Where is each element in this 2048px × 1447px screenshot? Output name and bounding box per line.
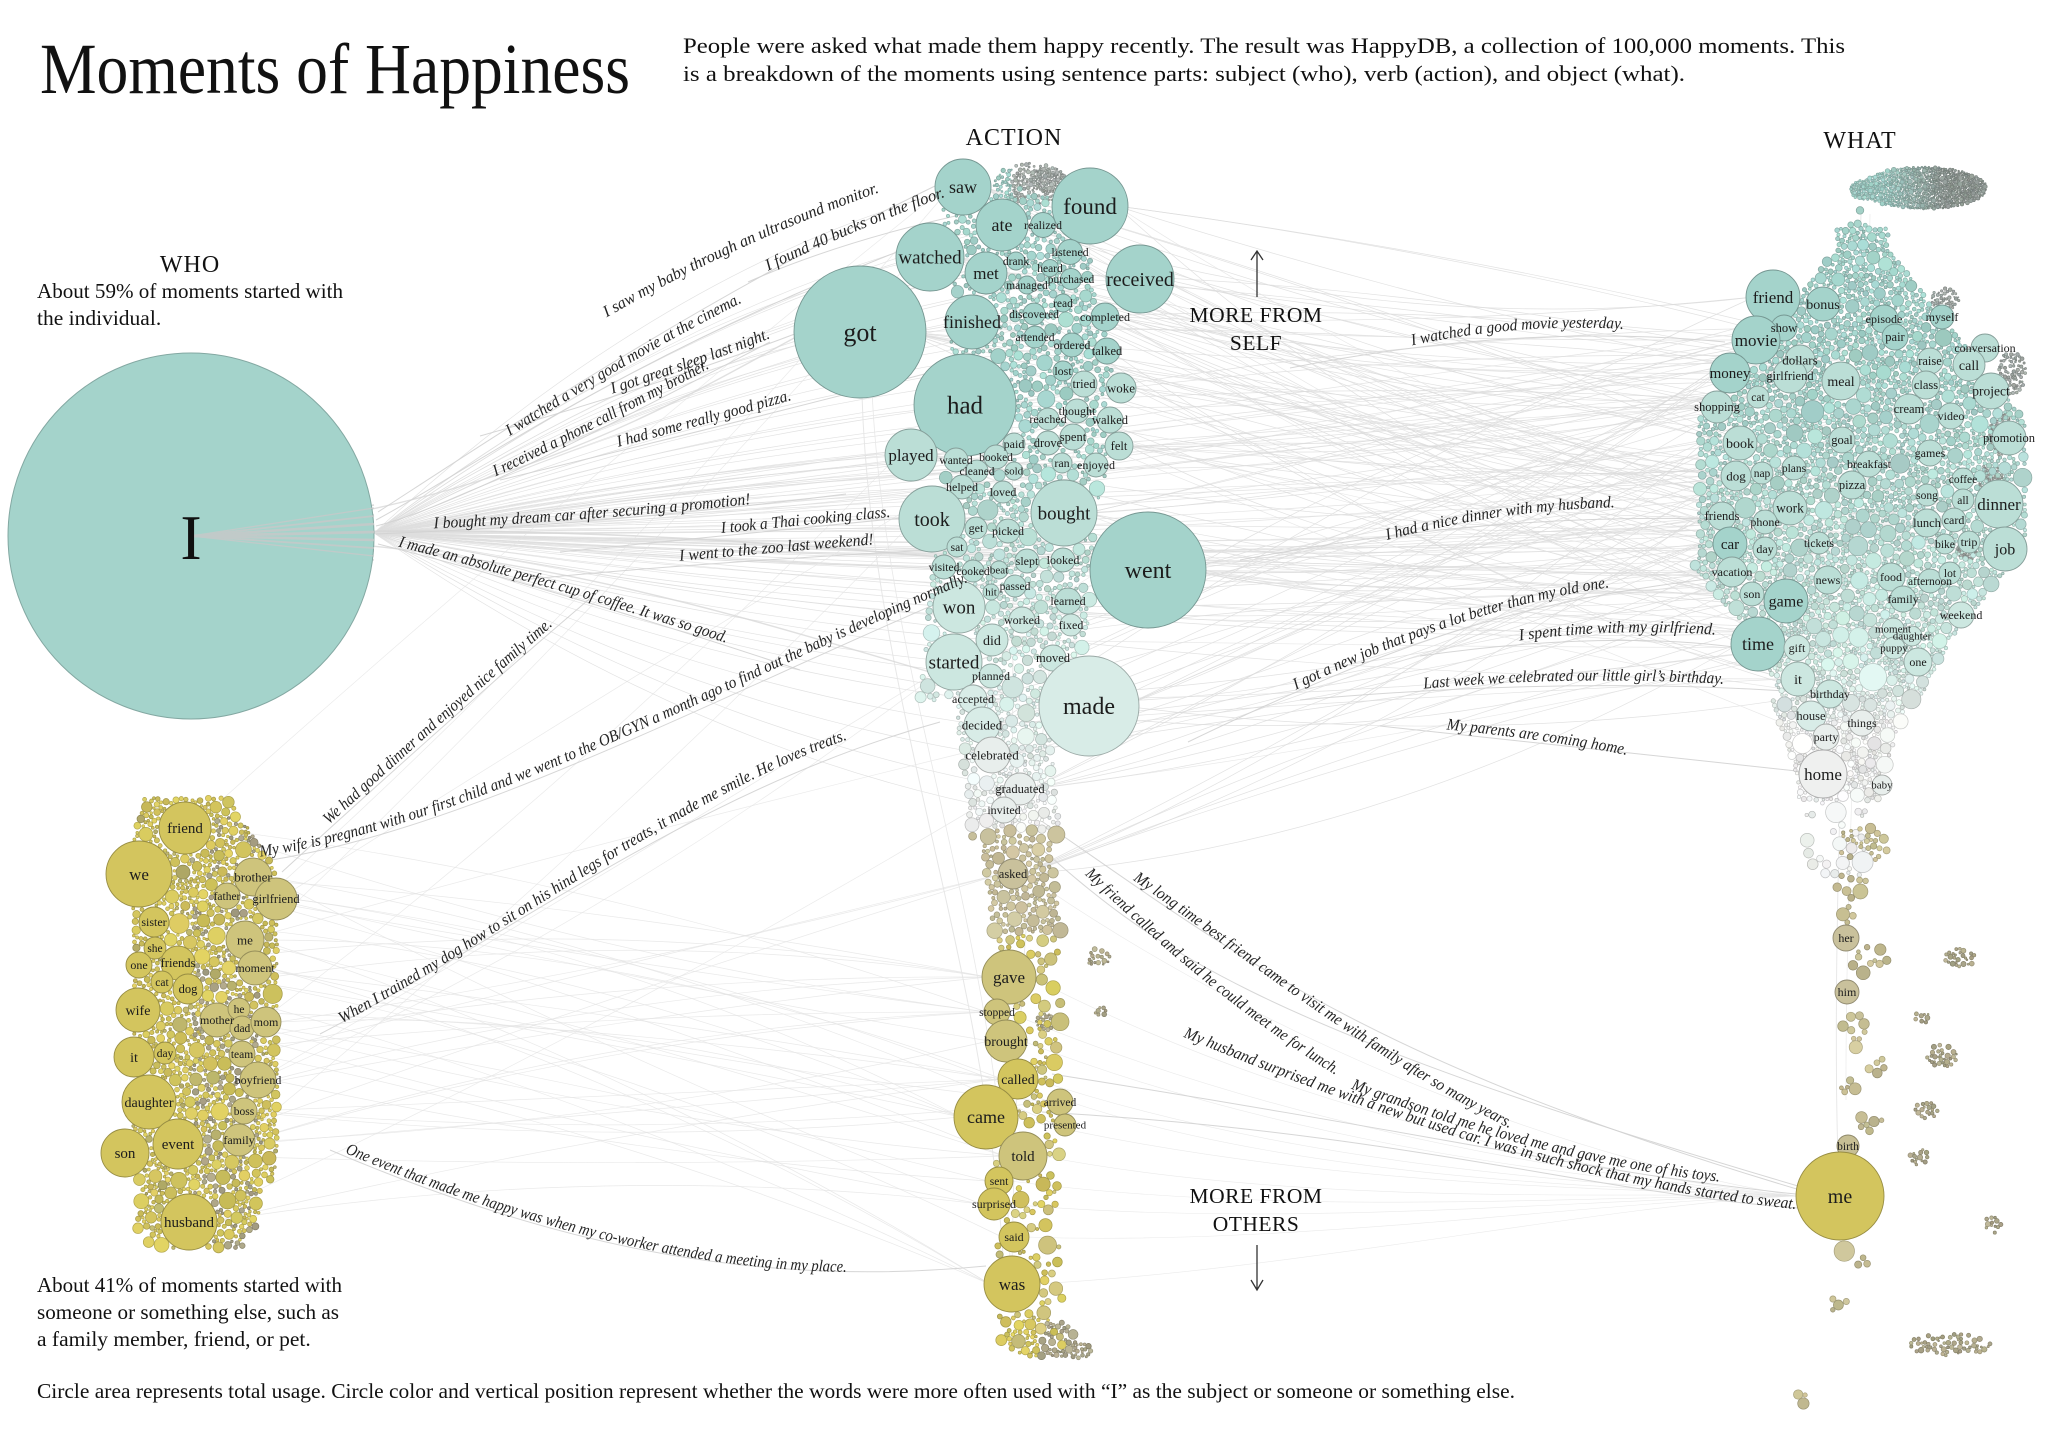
svg-text:I: I [180, 502, 201, 573]
